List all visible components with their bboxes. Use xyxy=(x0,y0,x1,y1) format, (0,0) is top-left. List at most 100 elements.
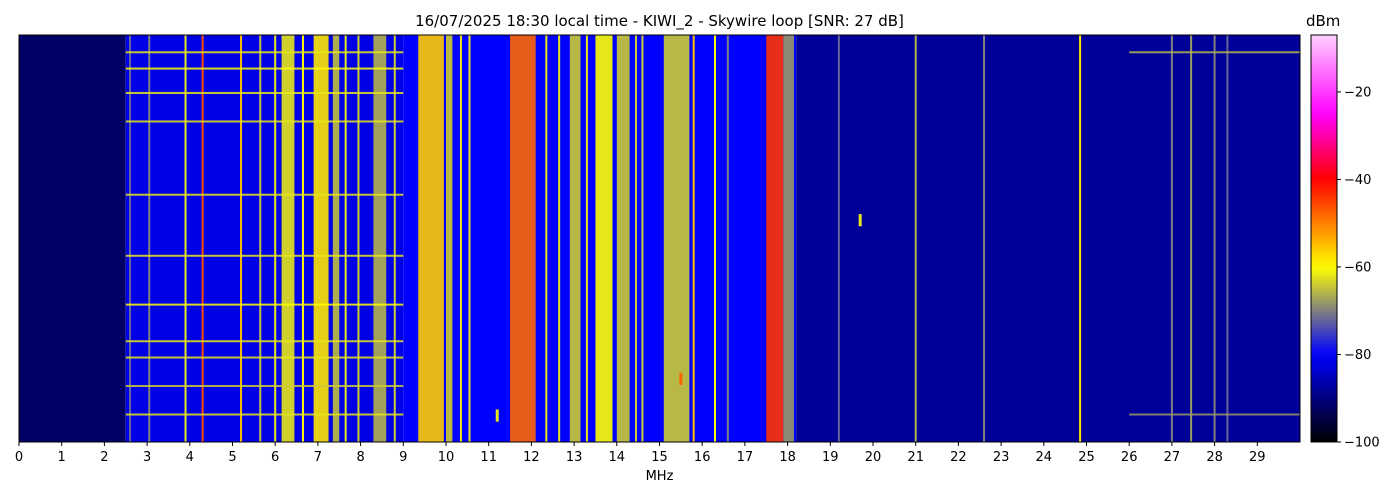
carrier-line xyxy=(259,35,262,442)
x-tick-label: 19 xyxy=(822,450,839,465)
carrier-line xyxy=(585,35,588,442)
colorbar-tick-label: −40 xyxy=(1344,173,1371,188)
noise-floor-region xyxy=(796,35,1300,442)
signal-band xyxy=(510,35,536,442)
carrier-line xyxy=(1190,35,1193,442)
horizontal-streak xyxy=(125,413,404,416)
carrier-line xyxy=(240,35,243,442)
carrier-line xyxy=(1226,35,1229,442)
carrier-line xyxy=(129,35,132,442)
x-tick-label: 22 xyxy=(950,450,967,465)
carrier-line xyxy=(344,35,347,442)
x-tick-label: 11 xyxy=(480,450,497,465)
x-tick-label: 6 xyxy=(271,450,279,465)
carrier-line xyxy=(468,35,471,442)
signal-band xyxy=(332,35,340,442)
x-tick-label: 16 xyxy=(694,450,711,465)
x-tick-label: 23 xyxy=(993,450,1010,465)
x-tick-label: 25 xyxy=(1078,450,1095,465)
signal-band xyxy=(616,35,630,442)
signal-spot xyxy=(495,409,499,422)
x-tick-label: 1 xyxy=(58,450,66,465)
x-tick-label: 2 xyxy=(100,450,108,465)
carrier-line xyxy=(148,35,151,442)
x-tick-label: 8 xyxy=(356,450,364,465)
signal-band xyxy=(766,35,784,442)
carrier-line xyxy=(301,35,304,442)
horizontal-streak xyxy=(125,356,404,359)
carrier-line xyxy=(459,35,462,442)
x-tick-label: 20 xyxy=(865,450,882,465)
carrier-line xyxy=(393,35,396,442)
carrier-line xyxy=(1170,35,1173,442)
horizontal-streak xyxy=(125,303,404,306)
signal-band xyxy=(281,35,295,442)
horizontal-streak xyxy=(125,254,404,257)
signal-band xyxy=(446,35,453,442)
x-tick-label: 21 xyxy=(907,450,924,465)
horizontal-streak xyxy=(125,340,404,343)
x-axis-label: MHz xyxy=(645,469,674,484)
signal-band xyxy=(418,35,444,442)
signal-band xyxy=(569,35,581,442)
signal-band xyxy=(373,35,387,442)
x-tick-label: 17 xyxy=(737,450,754,465)
x-tick-label: 13 xyxy=(566,450,583,465)
carrier-line xyxy=(184,35,187,442)
x-tick-label: 29 xyxy=(1249,450,1266,465)
carrier-line xyxy=(274,35,277,442)
carrier-line xyxy=(837,35,840,442)
noise-floor-region xyxy=(125,35,404,442)
horizontal-streak xyxy=(125,193,404,196)
horizontal-streak xyxy=(125,385,404,388)
colorbar-tick-label: −80 xyxy=(1344,348,1371,363)
signal-spot xyxy=(679,372,683,386)
carrier-line xyxy=(726,35,729,442)
horizontal-streak xyxy=(125,51,404,54)
x-tick-label: 7 xyxy=(314,450,322,465)
signal-band xyxy=(595,35,613,442)
carrier-line xyxy=(641,35,644,442)
x-tick-label: 0 xyxy=(15,450,23,465)
carrier-line xyxy=(1079,35,1082,442)
x-tick-label: 5 xyxy=(228,450,236,465)
colorbar-tick-label: −20 xyxy=(1344,85,1371,100)
spectrogram-heatmap xyxy=(19,35,1300,442)
x-tick-label: 24 xyxy=(1036,450,1053,465)
x-axis-ticks: 0 1 2 3 4 5 6 7 8 9 10 11 12 13 14 15 16 17 18 19 20 21 22 23 24… xyxy=(15,442,1266,465)
x-tick-label: 12 xyxy=(523,450,540,465)
horizontal-streak xyxy=(125,120,404,123)
colorbar-tick-label: −100 xyxy=(1344,436,1380,451)
x-tick-label: 4 xyxy=(186,450,194,465)
carrier-line xyxy=(983,35,986,442)
colorbar-ticks: −20 −40 −60 −80 −100 xyxy=(1337,85,1380,451)
carrier-line xyxy=(357,35,360,442)
horizontal-streak xyxy=(125,67,404,70)
noise-floor-region xyxy=(19,35,126,442)
x-tick-label: 28 xyxy=(1206,450,1223,465)
carrier-line xyxy=(201,35,204,442)
x-tick-label: 18 xyxy=(779,450,796,465)
x-tick-label: 10 xyxy=(438,450,455,465)
horizontal-streak xyxy=(1129,413,1300,416)
x-tick-label: 14 xyxy=(609,450,626,465)
carrier-line xyxy=(1213,35,1216,442)
carrier-line xyxy=(714,35,717,442)
x-tick-label: 27 xyxy=(1164,450,1181,465)
horizontal-streak xyxy=(1129,51,1300,54)
signal-band xyxy=(663,35,690,442)
colorbar xyxy=(1310,34,1338,443)
signal-band xyxy=(783,35,795,442)
carrier-line xyxy=(545,35,548,442)
x-tick-label: 15 xyxy=(651,450,668,465)
horizontal-streak xyxy=(125,91,404,94)
carrier-line xyxy=(692,35,695,442)
x-tick-label: 3 xyxy=(143,450,151,465)
colorbar-tick-label: −60 xyxy=(1344,260,1371,275)
signal-band xyxy=(313,35,329,442)
x-tick-label: 9 xyxy=(399,450,407,465)
carrier-line xyxy=(635,35,638,442)
colorbar-label: dBm xyxy=(1306,12,1341,30)
carrier-line xyxy=(558,35,561,442)
